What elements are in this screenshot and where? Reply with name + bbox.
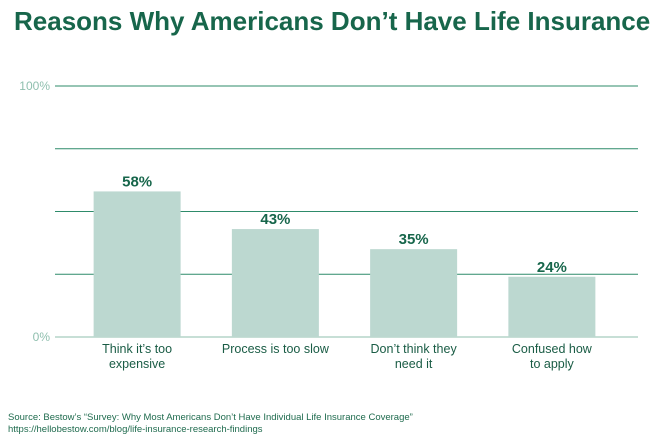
bar-value-label: 24% (537, 259, 567, 276)
x-tick-label: expensive (109, 357, 165, 371)
chart-title: Reasons Why Americans Don’t Have Life In… (14, 6, 650, 36)
source-note: Source: Bestow’s “Survey: Why Most Ameri… (8, 412, 648, 436)
source-url[interactable]: https://hellobestow.com/blog/life-insura… (8, 424, 263, 435)
y-tick-label: 100% (19, 79, 50, 93)
x-tick-label: Confused how (512, 342, 593, 356)
y-tick-label: 0% (33, 330, 51, 344)
bar (508, 276, 596, 337)
bar (93, 191, 181, 337)
bar-value-label: 43% (260, 211, 290, 228)
x-tick-label: need it (395, 357, 433, 371)
x-tick-label: Process is too slow (222, 342, 330, 356)
x-tick-label: to apply (530, 357, 575, 371)
bar (231, 229, 319, 337)
bar (370, 249, 458, 337)
x-tick-label: Don’t think they (371, 342, 458, 356)
source-citation: Source: Bestow’s “Survey: Why Most Ameri… (8, 412, 413, 423)
x-tick-label: Think it’s too (102, 342, 172, 356)
bar-value-label: 35% (399, 231, 429, 248)
bar-value-label: 58% (122, 173, 152, 190)
